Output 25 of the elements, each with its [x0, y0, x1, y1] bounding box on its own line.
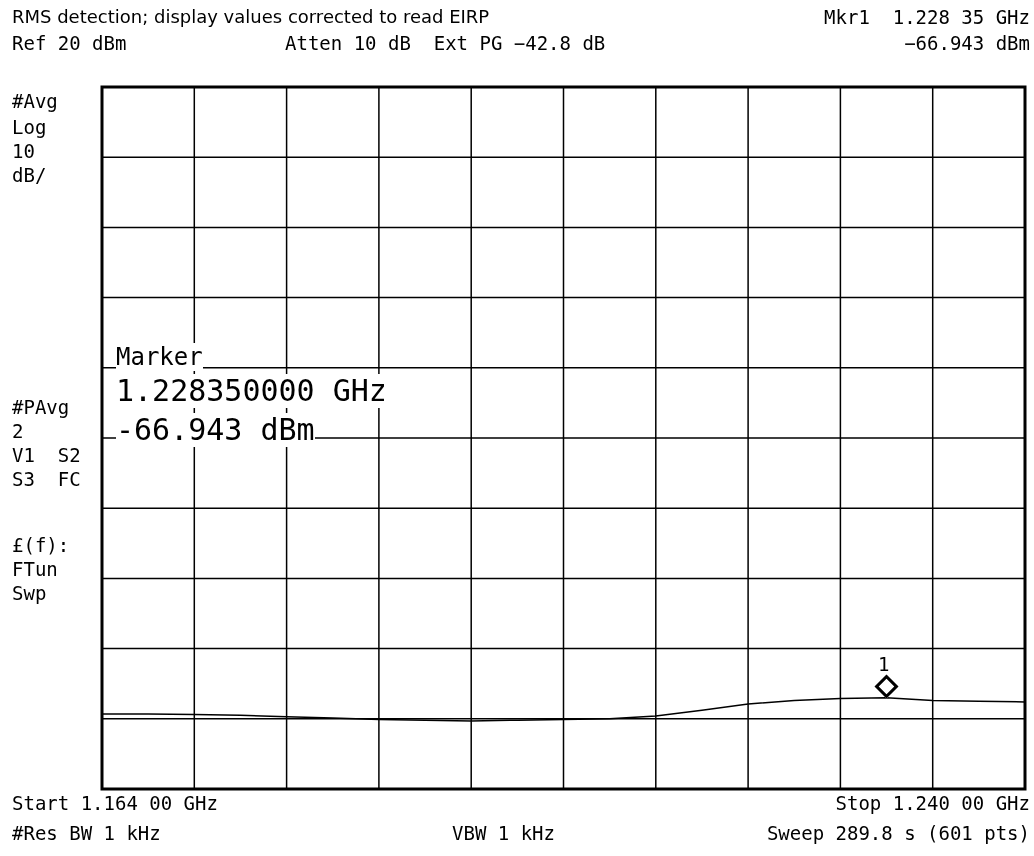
- text: Ref 20 dBm: [12, 32, 127, 54]
- text: Stop 1.240 00 GHz: [835, 792, 1030, 814]
- text: £(f):: [12, 534, 70, 556]
- text: −66.943 dBm: [904, 32, 1030, 54]
- text: V1 S2: [12, 444, 81, 466]
- text: 2: [12, 420, 24, 442]
- text: -66.943 dBm: [116, 412, 315, 447]
- text: 10: [12, 140, 35, 162]
- text: Marker: [116, 343, 203, 371]
- text: #Res BW 1 kHz: [12, 822, 161, 844]
- text: Atten 10 dB Ext PG −42.8 dB: [285, 32, 606, 54]
- text: VBW 1 kHz: [452, 822, 555, 844]
- text: Start 1.164 00 GHz: [12, 792, 218, 814]
- text: 1.228350000 GHz: [116, 373, 387, 408]
- text: S3 FC: [12, 468, 81, 490]
- text: Swp: [12, 582, 47, 604]
- text: 1: [878, 653, 890, 675]
- text: dB/: [12, 164, 47, 186]
- text: Mkr1 1.228 35 GHz: [824, 6, 1030, 28]
- text: Sweep 289.8 s (601 pts): [766, 822, 1030, 844]
- text: Log: [12, 116, 47, 138]
- chart-title: RMS detection; display values corrected to read EIRP: [12, 6, 490, 28]
- text: #Avg: [12, 90, 58, 112]
- text: FTun: [12, 558, 58, 580]
- text: #PAvg: [12, 396, 70, 418]
